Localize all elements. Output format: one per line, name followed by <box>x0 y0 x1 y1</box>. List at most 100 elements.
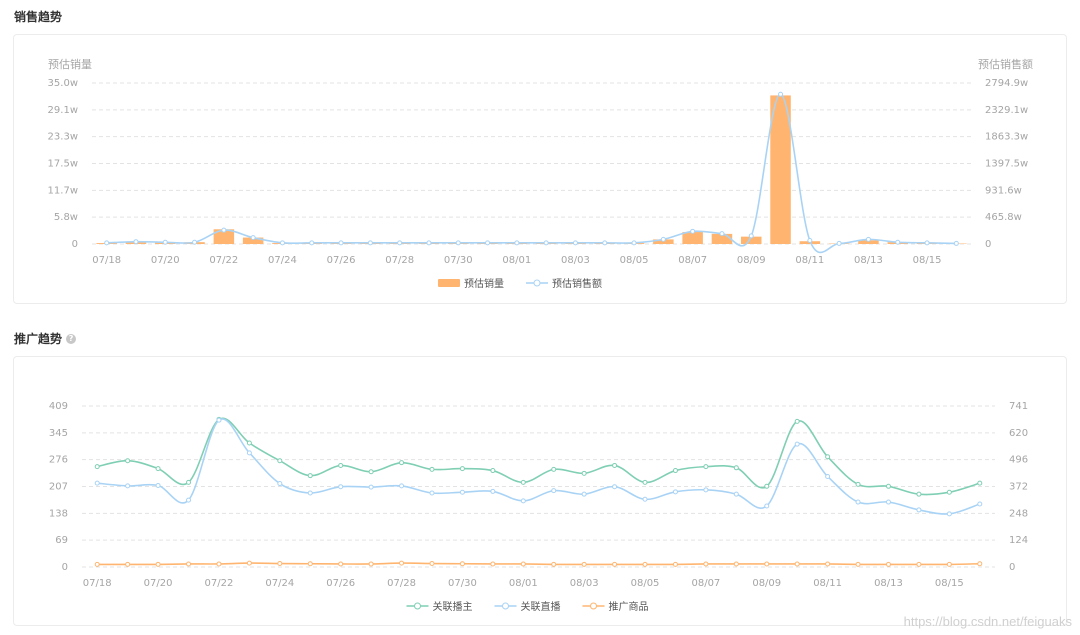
left-axis-tick-label: 5.8w <box>54 212 78 223</box>
right-axis-tick-label: 741 <box>1009 401 1028 412</box>
data-point <box>612 484 618 490</box>
series-line <box>97 417 981 496</box>
data-point <box>367 240 373 246</box>
data-point <box>642 561 648 567</box>
data-point <box>794 561 800 567</box>
right-axis-tick-label: 1863.3w <box>985 132 1028 143</box>
data-point <box>794 441 800 447</box>
left-axis-tick-label: 69 <box>55 535 68 546</box>
x-axis-tick-label: 08/13 <box>874 578 903 589</box>
left-axis-tick-label: 0 <box>62 562 68 573</box>
data-point <box>490 468 496 474</box>
legend-label: 关联直播 <box>521 600 561 613</box>
x-axis-tick-label: 08/09 <box>737 255 766 266</box>
data-point <box>429 466 435 472</box>
data-point <box>690 228 696 234</box>
x-axis-tick-label: 08/05 <box>620 255 649 266</box>
data-point <box>885 499 891 505</box>
left-axis-tick-label: 35.0w <box>48 78 78 89</box>
data-point <box>186 561 192 567</box>
legend-label: 预估销量 <box>464 277 504 290</box>
data-point <box>246 440 252 446</box>
data-point <box>946 489 952 495</box>
data-point <box>155 561 161 567</box>
data-point <box>520 479 526 485</box>
data-point <box>399 560 405 566</box>
x-axis-tick-label: 07/30 <box>448 578 477 589</box>
watermark: https://blog.csdn.net/feiguaks <box>903 614 1072 629</box>
data-point <box>307 561 313 567</box>
data-point <box>155 466 161 472</box>
right-axis-tick-label: 248 <box>1009 508 1028 519</box>
left-axis-tick-label: 276 <box>49 455 68 466</box>
data-point <box>916 491 922 497</box>
right-axis-tick-label: 931.6w <box>985 185 1022 196</box>
data-point <box>825 561 831 567</box>
data-point <box>703 561 709 567</box>
data-point <box>277 481 283 487</box>
data-point <box>672 561 678 567</box>
x-axis-tick-label: 07/30 <box>444 255 473 266</box>
data-point <box>794 418 800 424</box>
right-axis-tick-label: 2794.9w <box>985 78 1028 89</box>
right-axis-tick-label: 0 <box>985 239 991 250</box>
data-point <box>338 561 344 567</box>
x-axis-tick-label: 07/18 <box>92 255 121 266</box>
data-point <box>612 561 618 567</box>
data-point <box>825 454 831 460</box>
data-point <box>429 490 435 496</box>
series-line <box>97 562 980 566</box>
data-point <box>426 240 432 246</box>
data-point <box>602 240 608 246</box>
help-icon[interactable]: ? <box>66 333 77 344</box>
x-axis-tick-label: 07/22 <box>205 578 234 589</box>
data-point <box>672 468 678 474</box>
data-point <box>581 470 587 476</box>
data-point <box>399 483 405 489</box>
left-axis-tick-label: 23.3w <box>48 132 78 143</box>
legend-label: 关联播主 <box>433 600 473 613</box>
data-point <box>368 561 374 567</box>
data-point <box>279 240 285 246</box>
left-axis-title: 预估销量 <box>48 57 92 71</box>
data-point <box>855 561 861 567</box>
data-point <box>94 464 100 470</box>
bar <box>770 95 791 244</box>
data-point <box>946 511 952 517</box>
sales-trend-panel: 0 0 5.8w 465.8w 11.7w 931.6w 17.5w 1397.5w 23.3w… <box>13 34 1067 304</box>
data-point <box>885 483 891 489</box>
data-point <box>764 483 770 489</box>
data-point <box>977 561 983 567</box>
x-axis-tick-label: 07/20 <box>144 578 173 589</box>
right-axis-tick-label: 124 <box>1009 535 1028 546</box>
data-point <box>543 240 549 246</box>
data-point <box>186 479 192 485</box>
data-point <box>104 240 110 246</box>
data-point <box>459 466 465 472</box>
data-point <box>368 484 374 490</box>
bar <box>242 237 264 244</box>
right-axis-tick-label: 372 <box>1009 482 1028 493</box>
bar <box>682 232 703 244</box>
data-point <box>429 561 435 567</box>
x-axis-tick-label: 08/07 <box>678 255 707 266</box>
x-axis-tick-label: 08/15 <box>935 578 964 589</box>
data-point <box>672 489 678 495</box>
data-point <box>778 91 784 97</box>
data-point <box>192 239 198 245</box>
data-point <box>733 465 739 471</box>
data-point <box>703 487 709 493</box>
right-axis-tick-label: 0 <box>1009 562 1015 573</box>
data-point <box>307 473 313 479</box>
promo-trend-panel: 0 0 69 124 138 248 207 372 276 496 345 620 409 741 07/… <box>13 356 1067 626</box>
data-point <box>581 561 587 567</box>
data-point <box>455 240 461 246</box>
data-point <box>733 491 739 497</box>
data-point <box>94 480 100 486</box>
data-point <box>642 496 648 502</box>
data-point <box>764 561 770 567</box>
legend-label: 预估销售额 <box>552 277 602 290</box>
legend-swatch-marker <box>590 602 597 610</box>
data-point <box>186 497 192 503</box>
data-point <box>397 240 403 246</box>
